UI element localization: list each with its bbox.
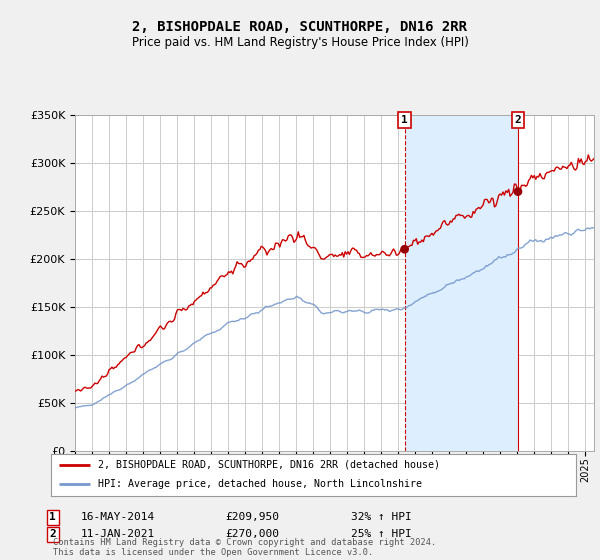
- Text: 32% ↑ HPI: 32% ↑ HPI: [351, 512, 412, 522]
- Text: 2: 2: [515, 115, 521, 125]
- Text: 2, BISHOPDALE ROAD, SCUNTHORPE, DN16 2RR (detached house): 2, BISHOPDALE ROAD, SCUNTHORPE, DN16 2RR…: [98, 460, 440, 470]
- Text: HPI: Average price, detached house, North Lincolnshire: HPI: Average price, detached house, Nort…: [98, 479, 422, 489]
- Text: 11-JAN-2021: 11-JAN-2021: [81, 529, 155, 539]
- Text: £209,950: £209,950: [225, 512, 279, 522]
- Point: [400, 245, 409, 254]
- Text: Price paid vs. HM Land Registry's House Price Index (HPI): Price paid vs. HM Land Registry's House …: [131, 36, 469, 49]
- Point: [513, 187, 523, 196]
- Text: 25% ↑ HPI: 25% ↑ HPI: [351, 529, 412, 539]
- Text: £270,000: £270,000: [225, 529, 279, 539]
- Text: 1: 1: [49, 512, 56, 522]
- Text: 2, BISHOPDALE ROAD, SCUNTHORPE, DN16 2RR: 2, BISHOPDALE ROAD, SCUNTHORPE, DN16 2RR: [133, 20, 467, 34]
- Text: 2: 2: [49, 529, 56, 539]
- Text: 1: 1: [401, 115, 408, 125]
- Text: 16-MAY-2014: 16-MAY-2014: [81, 512, 155, 522]
- Bar: [404, 115, 518, 451]
- Text: Contains HM Land Registry data © Crown copyright and database right 2024.
This d: Contains HM Land Registry data © Crown c…: [53, 538, 436, 557]
